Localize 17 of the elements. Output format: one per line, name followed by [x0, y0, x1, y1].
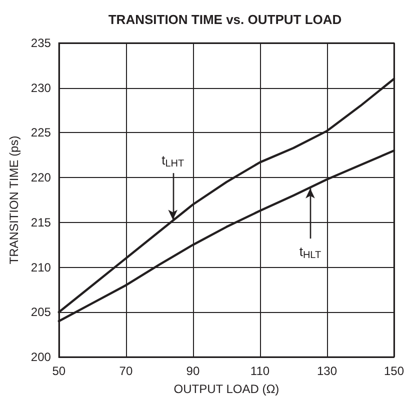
x-tick-label: 150 — [384, 364, 404, 378]
y-tick-label: 215 — [30, 215, 52, 230]
chart-title: TRANSITION TIME vs. OUTPUT LOAD — [108, 12, 342, 27]
x-tick-label: 70 — [119, 364, 133, 378]
y-tick-label: 200 — [30, 350, 52, 364]
x-tick-label: 50 — [52, 364, 66, 378]
x-axis-title: OUTPUT LOAD (Ω) — [174, 382, 280, 396]
x-tick-label: 90 — [186, 364, 200, 378]
y-tick-label: 225 — [30, 126, 52, 140]
y-tick-label: 235 — [30, 36, 52, 50]
y-tick-label: 210 — [30, 260, 52, 274]
y-tick-label: 230 — [30, 80, 52, 95]
y-axis-title: TRANSITION TIME (ps) — [7, 136, 21, 264]
x-tick-label: 110 — [250, 364, 270, 378]
x-tick-label: 130 — [316, 364, 338, 378]
y-tick-label: 205 — [30, 305, 52, 320]
y-tick-label: 220 — [30, 170, 52, 185]
